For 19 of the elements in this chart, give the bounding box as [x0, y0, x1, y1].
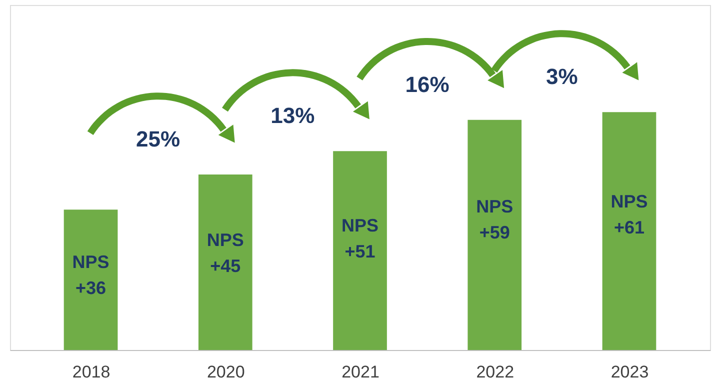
x-tick-label: 2022: [476, 362, 514, 382]
bar: [198, 174, 252, 350]
annotation: 13%: [270, 102, 315, 128]
bar: [64, 210, 118, 350]
bar: [333, 151, 387, 350]
text: 16%: [405, 72, 450, 97]
x-tick-label: 2020: [206, 362, 245, 382]
data-label: NPS +36: [72, 252, 110, 298]
data-label: NPS +51: [341, 216, 379, 262]
x-tick-label: 2018: [72, 362, 110, 382]
text: 3%: [546, 64, 578, 89]
x-tick-label: 2023: [610, 362, 649, 382]
data-label: NPS +61: [610, 191, 648, 238]
bar: [602, 112, 656, 350]
data-label: NPS +45: [206, 230, 244, 276]
x-tick-label: 2021: [342, 362, 380, 382]
bar: [468, 120, 522, 350]
annotation: 25%: [136, 126, 180, 152]
data-label: NPS +59: [476, 196, 514, 242]
